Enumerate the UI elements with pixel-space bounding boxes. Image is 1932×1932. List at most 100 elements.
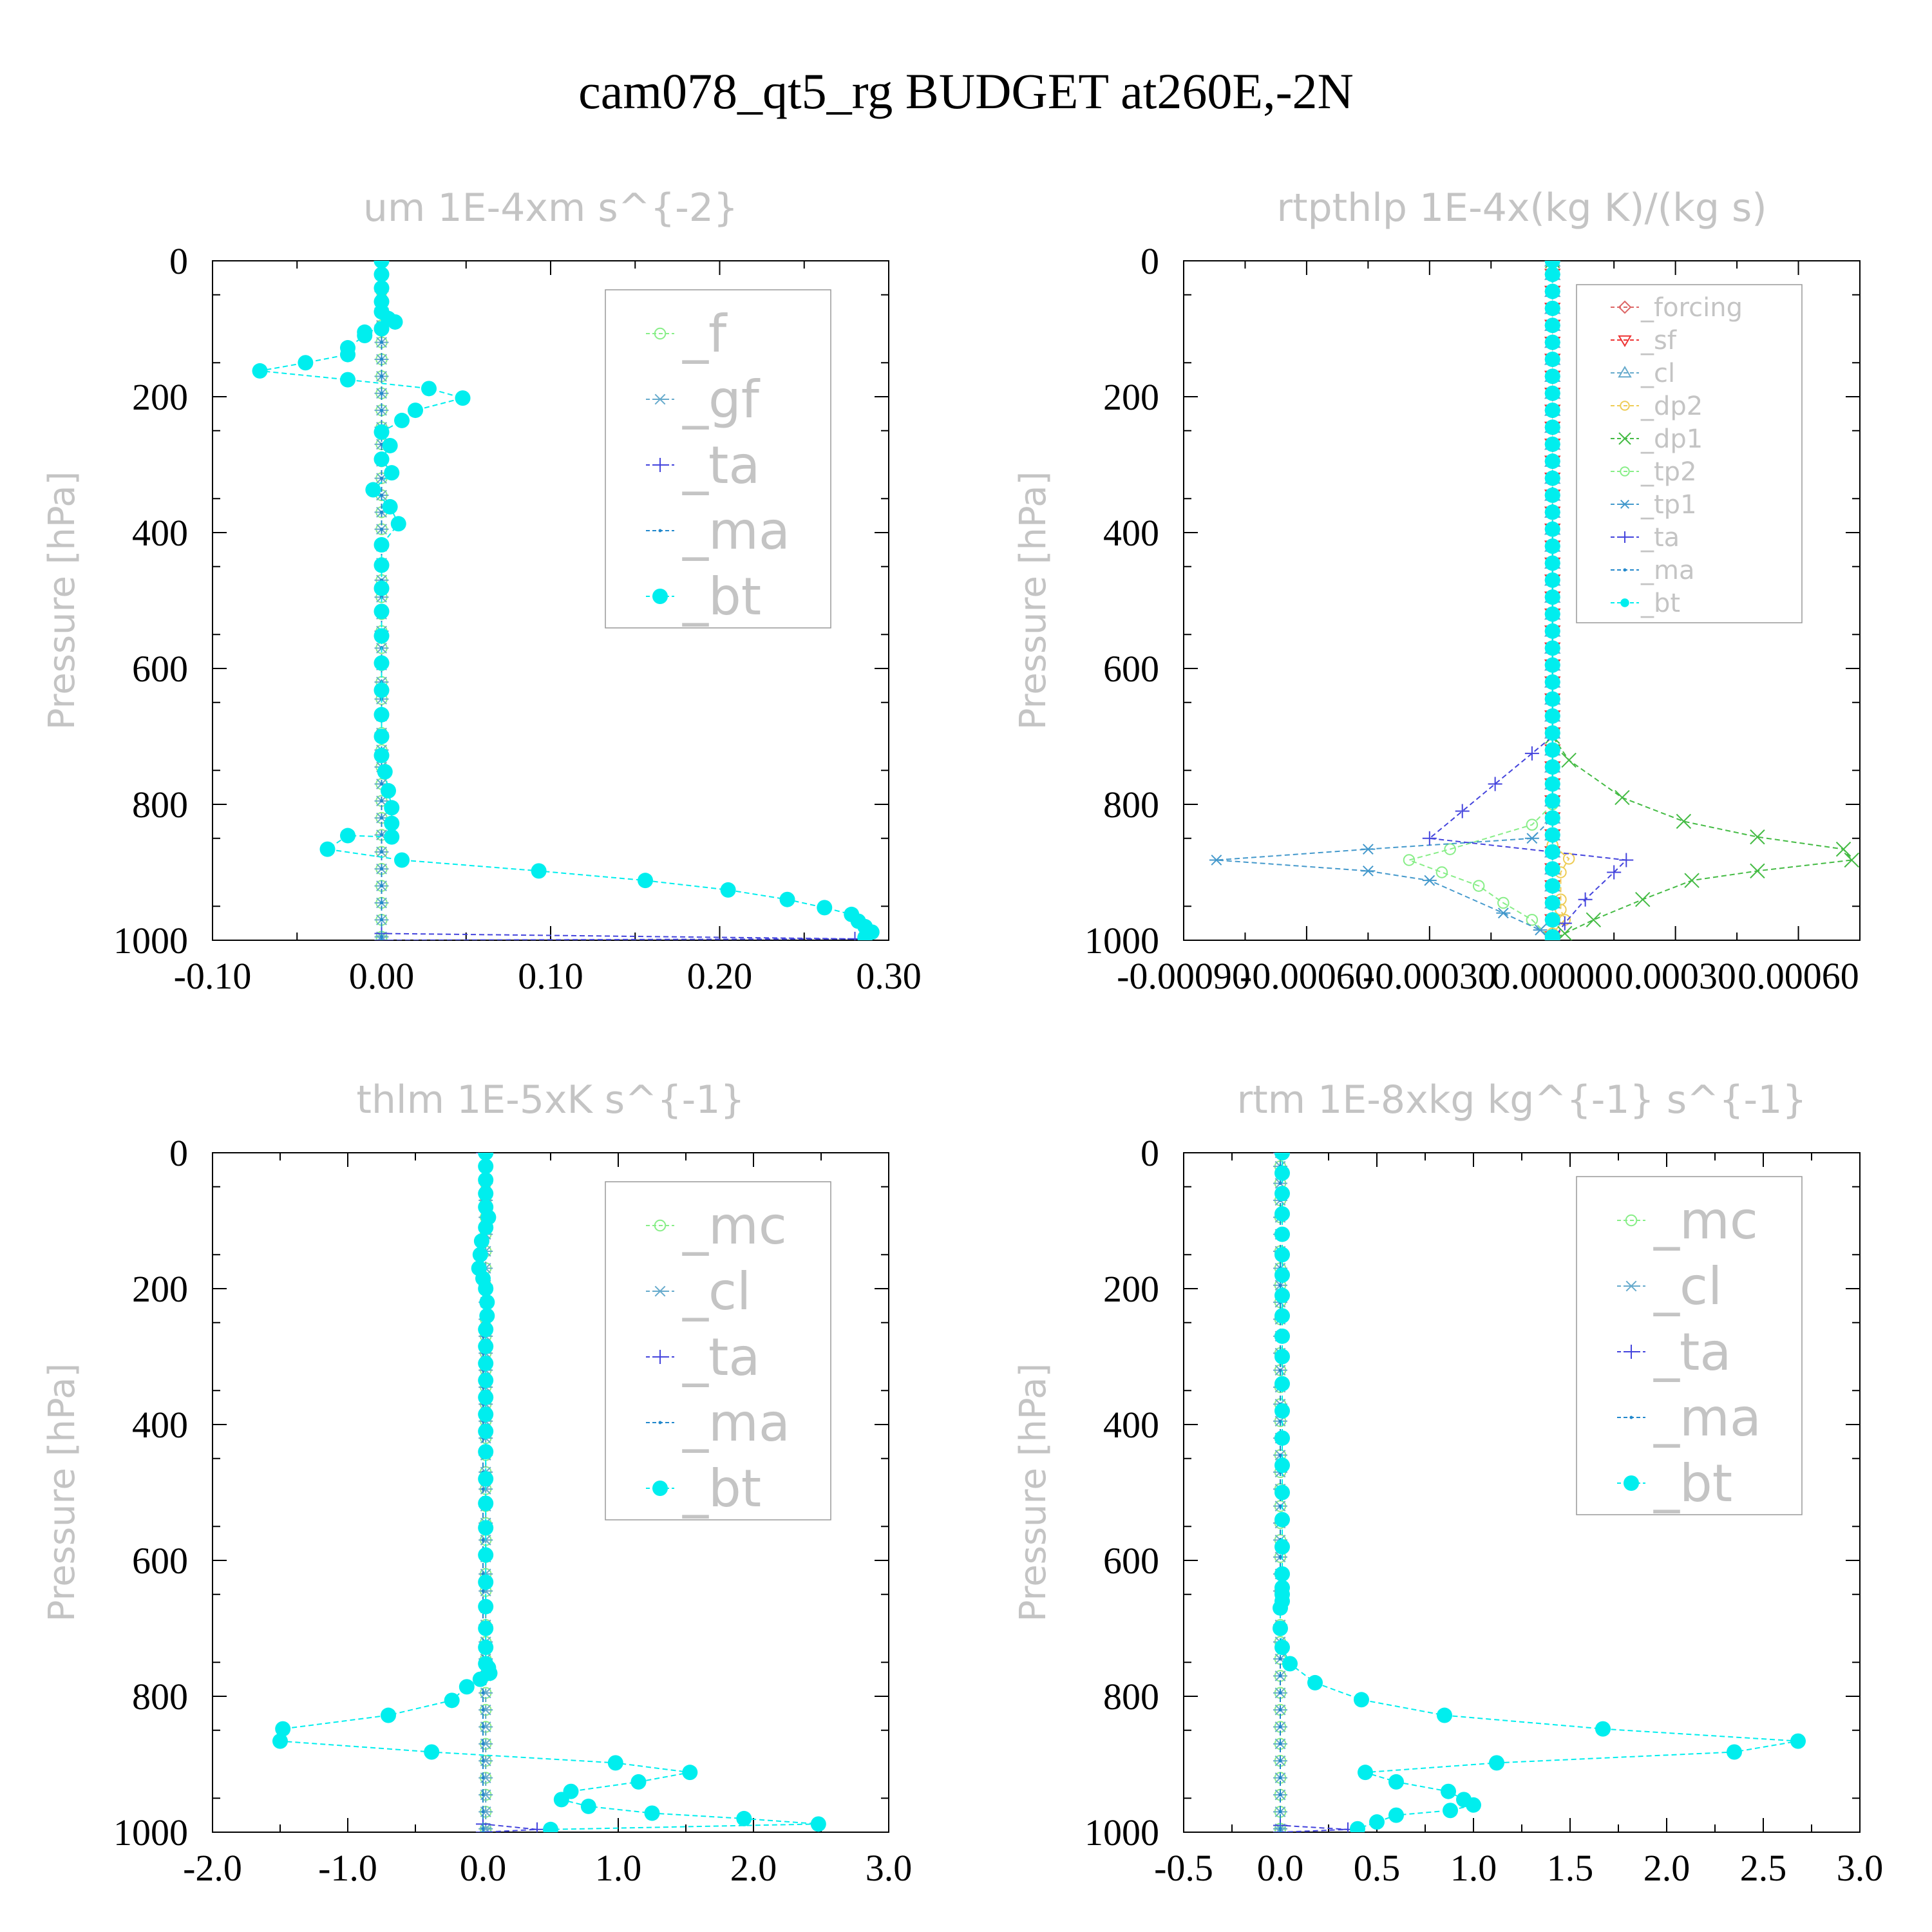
data-point — [408, 402, 423, 419]
x-tick-label: -1.0 — [318, 1847, 377, 1889]
data-point — [340, 372, 355, 388]
legend-marker — [658, 529, 662, 533]
data-point — [478, 1389, 494, 1405]
data-point — [1544, 844, 1560, 860]
series-line — [1428, 261, 1628, 940]
data-point — [1274, 1349, 1290, 1365]
data-point — [1274, 1566, 1290, 1582]
x-tick-label: 2.5 — [1740, 1847, 1787, 1889]
data-point — [1557, 916, 1572, 931]
legend: _f_gf_ta_ma_bt — [605, 289, 831, 629]
data-point — [478, 1471, 494, 1487]
legend-label: _ma — [1653, 1388, 1761, 1448]
data-point — [380, 935, 383, 939]
data-point — [380, 392, 383, 395]
data-point — [390, 516, 406, 532]
data-point — [479, 1294, 495, 1311]
data-point — [1278, 1830, 1282, 1832]
data-point — [1278, 1674, 1282, 1678]
panel-3: thlm 1E-5xK s^{-1} Pressure [hPa] 0 200 400 6… — [41, 1077, 912, 1889]
data-point — [424, 1744, 440, 1760]
data-point — [374, 603, 390, 620]
data-point — [478, 1620, 494, 1636]
data-point — [1635, 891, 1651, 907]
data-point — [1435, 866, 1448, 878]
data-point — [481, 1759, 485, 1763]
data-point — [1544, 317, 1560, 334]
legend-box — [605, 1181, 831, 1520]
legend-marker — [1618, 366, 1632, 378]
data-point — [374, 451, 390, 468]
data-point — [779, 891, 795, 907]
y-tick-label: 800 — [132, 784, 188, 826]
data-point — [1544, 759, 1560, 775]
data-point — [1544, 453, 1560, 469]
data-point — [478, 1598, 494, 1615]
data-point — [340, 346, 355, 363]
data-point — [817, 900, 833, 916]
data-point — [478, 1423, 494, 1439]
data-point — [1544, 300, 1560, 316]
data-point — [481, 1742, 485, 1746]
panel-2: rtpthlp 1E-4x(kg K)/(kg s) Pressure [hPa]… — [1012, 185, 1861, 997]
x-tick-label: -0.00090 — [1117, 955, 1251, 997]
legend-label: _ta — [682, 1327, 760, 1387]
data-point — [478, 1281, 494, 1296]
y-tick-label: 1000 — [113, 1812, 188, 1853]
data-point — [1422, 831, 1437, 846]
data-point — [481, 1776, 485, 1780]
data-point — [1472, 880, 1485, 892]
data-point — [1489, 1755, 1504, 1771]
y-tick-label: 400 — [1103, 512, 1159, 554]
data-point — [1526, 914, 1539, 926]
data-point — [380, 833, 383, 837]
data-point — [478, 1172, 494, 1188]
data-point — [380, 850, 383, 854]
data-point — [374, 424, 390, 440]
data-point — [1274, 1511, 1290, 1528]
data-point — [384, 800, 400, 816]
data-point — [374, 682, 390, 698]
data-point — [1544, 912, 1560, 928]
data-area — [252, 261, 880, 940]
data-point — [1750, 829, 1765, 845]
x-tick-label: 1.5 — [1547, 1847, 1594, 1889]
data-point — [1278, 1181, 1282, 1185]
legend-label: _ma — [1640, 556, 1694, 585]
x-tick-label: -2.0 — [183, 1847, 242, 1889]
data-point — [384, 829, 400, 845]
data-point — [319, 841, 336, 857]
data-point — [1544, 776, 1560, 792]
panel-title: rtm 1E-8xkg kg^{-1} s^{-1} — [1236, 1077, 1806, 1122]
y-tick-label: 0 — [1141, 1132, 1159, 1174]
panel-title: thlm 1E-5xK s^{-1} — [356, 1077, 744, 1122]
data-point — [1443, 1803, 1458, 1819]
legend-marker — [1619, 531, 1631, 543]
data-point — [553, 1792, 569, 1808]
data-point — [374, 655, 390, 671]
data-point — [1274, 1457, 1290, 1473]
x-tick-label: 0.0 — [460, 1847, 507, 1889]
data-point — [1544, 538, 1560, 554]
data-point — [1544, 606, 1560, 622]
x-tick-label: 3.0 — [1837, 1847, 1884, 1889]
data-point — [377, 764, 393, 780]
data-point — [374, 748, 390, 764]
legend-label: _cl — [1640, 359, 1675, 388]
data-point — [1544, 334, 1560, 350]
data-point — [1274, 1403, 1290, 1419]
data-point — [380, 341, 383, 345]
data-point — [298, 355, 314, 371]
data-point — [1544, 572, 1560, 588]
data-point — [1533, 924, 1548, 936]
data-point — [1274, 1430, 1290, 1446]
data-point — [459, 1679, 475, 1695]
data-point — [1544, 861, 1560, 877]
x-tick-label: 0.10 — [518, 955, 583, 997]
y-axis-label: Pressure [hPa] — [1012, 1363, 1054, 1622]
legend-marker — [653, 1350, 667, 1364]
legend-marker — [1618, 432, 1631, 445]
data-point — [1544, 895, 1560, 911]
data-point — [1544, 793, 1560, 809]
y-axis-label: Pressure [hPa] — [41, 471, 83, 730]
